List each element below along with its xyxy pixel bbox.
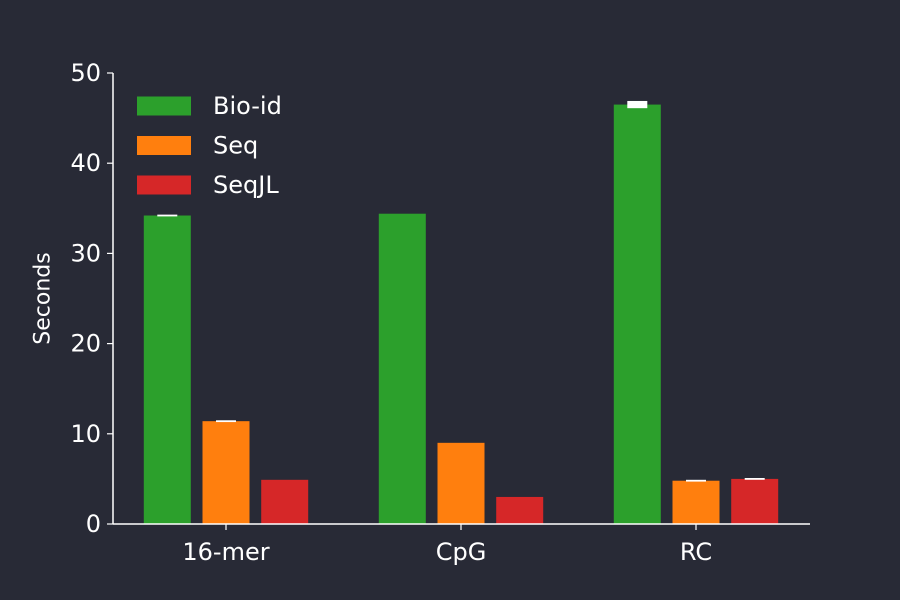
bar-seqjl-rc (731, 478, 779, 524)
bars-layer (143, 100, 779, 525)
error-bar-seq-rc (686, 479, 706, 482)
error-bar-seq-16-mer (216, 420, 236, 423)
legend: Bio-id Seq SeqJL (137, 92, 282, 199)
legend-label-bio-id: Bio-id (213, 92, 282, 120)
bar-bio-id-rc (613, 104, 661, 524)
legend-swatch-seqjl (137, 175, 191, 195)
error-bar-seqjl-rc (744, 477, 765, 480)
error-bar-bio-id-rc (627, 100, 648, 109)
bar-seqjl-16-mer (261, 479, 309, 524)
bar-seq-16-mer (202, 421, 250, 524)
y-tick-label: 50 (70, 59, 101, 87)
y-tick-label: 40 (70, 149, 101, 177)
axes-layer: 0 10 20 30 40 50 16-mer CpG RC Seconds (31, 59, 810, 566)
y-tick-label: 30 (70, 239, 101, 267)
y-tick-label: 20 (70, 330, 101, 358)
y-axis-title: Seconds (31, 252, 56, 344)
error-bar-bio-id-16-mer (157, 214, 178, 217)
bar-seq-cpg (437, 442, 485, 524)
y-tick-label: 10 (70, 420, 101, 448)
x-tick-label: RC (680, 538, 712, 566)
legend-label-seq: Seq (213, 132, 258, 160)
legend-swatch-seq (137, 136, 191, 155)
legend-swatch-bio-id (137, 96, 191, 116)
bar-seqjl-cpg (496, 496, 544, 524)
bar-bio-id-16-mer (143, 215, 191, 525)
y-tick-label: 0 (86, 510, 101, 538)
bar-bio-id-cpg (378, 213, 426, 524)
x-tick-label: CpG (436, 538, 487, 566)
bar-seq-rc (672, 480, 720, 524)
legend-label-seqjl: SeqJL (213, 171, 279, 199)
x-tick-label: 16-mer (182, 538, 269, 566)
